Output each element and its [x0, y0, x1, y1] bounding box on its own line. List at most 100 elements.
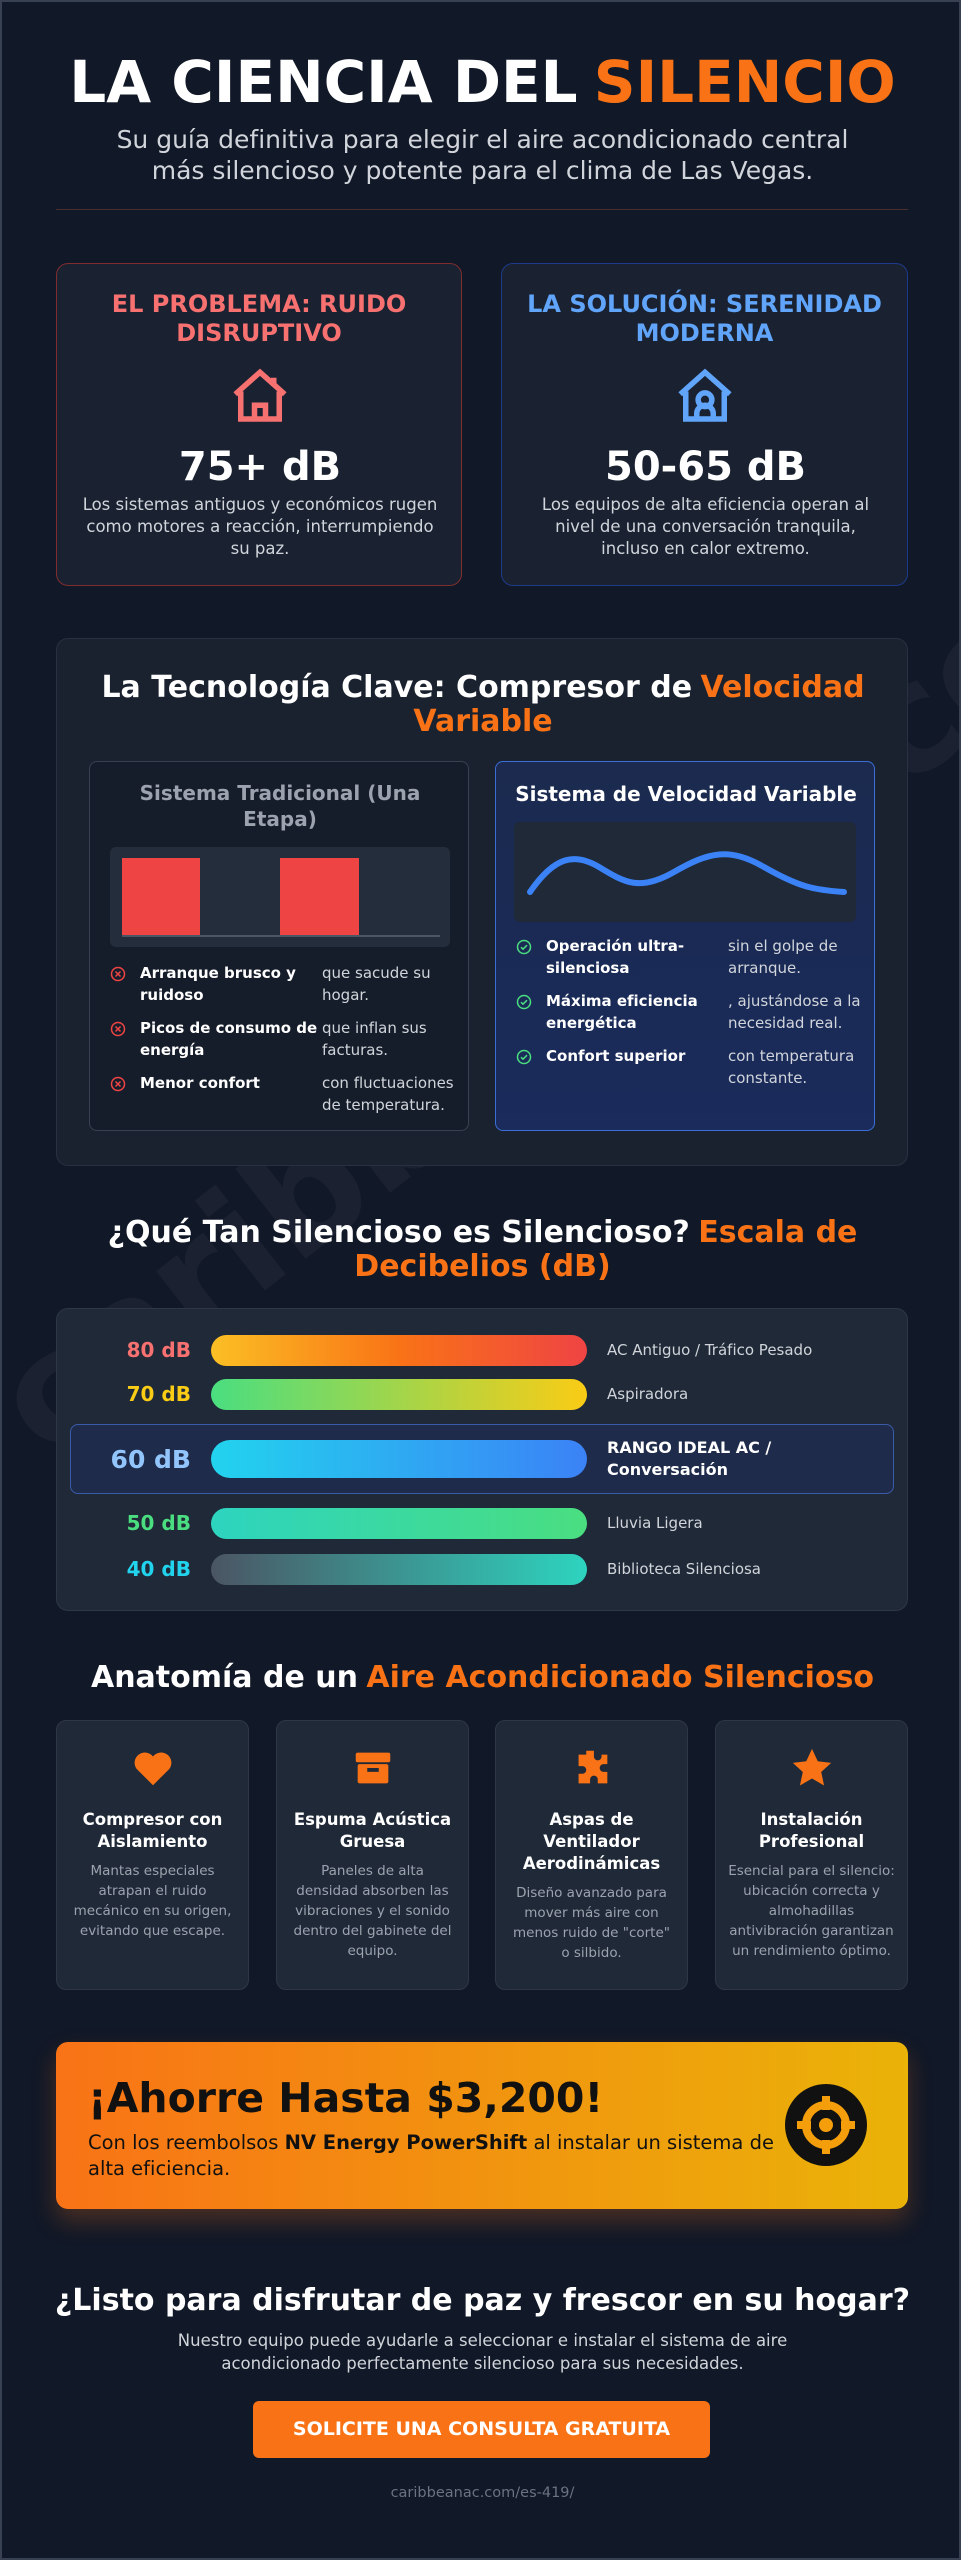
scale-bar — [211, 1440, 587, 1478]
list-item: Confort superior con temperatura constant… — [516, 1045, 866, 1089]
scale-heading-accent: Escala de Decibelios (dB) — [354, 1215, 858, 1284]
icon-x — [110, 1021, 126, 1037]
list-item: Máxima eficiencia energética , ajustándos… — [516, 990, 866, 1034]
list-item: Arranque brusco y ruidoso que sacude su h… — [110, 962, 460, 1006]
footer-url: caribbeanac.com/es-419/ — [390, 2485, 575, 2501]
scale-label: RANGO IDEAL AC / Conversación — [607, 1438, 772, 1479]
item-text: , ajustándose a la necesidad real. — [728, 992, 861, 1032]
item-bold: Picos de consumo de energía — [140, 1019, 318, 1059]
anatomy-icon — [792, 1748, 831, 1786]
anatomy-card: Espuma Acústica Gruesa Paneles de alta de… — [276, 1720, 469, 1990]
item-bold: Menor confort — [140, 1074, 260, 1092]
list-item: Menor confort con fluctuaciones de temper… — [110, 1072, 460, 1116]
item-text: sin el golpe de arranque. — [728, 937, 838, 977]
problem-card: EL PROBLEMA: RUIDO DISRUPTIVO 75+ dB Los… — [56, 263, 462, 586]
anatomy-heading-accent: Aire Acondicionado Silencioso — [366, 1660, 875, 1695]
anatomy-icon — [355, 1752, 390, 1784]
savings-banner: ¡Ahorre Hasta $3,200! Con los reembolsos… — [56, 2042, 908, 2209]
variable-list: Operación ultra-silenciosa sin el golpe d… — [516, 935, 866, 1100]
anatomy-icon — [134, 1752, 171, 1786]
anatomy-title: Aspas de Ventilador Aerodinámicas — [522, 1810, 661, 1873]
subtitle: Su guía definitiva para elegir el aire a… — [116, 125, 849, 185]
scale-level: 80 dB — [126, 1338, 191, 1362]
item-icon — [110, 962, 140, 1006]
scale-row: 60 dB RANGO IDEAL AC / Conversación — [56, 1437, 908, 1481]
traditional-title: Sistema Tradicional (Una Etapa) — [139, 781, 421, 831]
anatomy-text: Diseño avanzado para mover más aire con … — [513, 1885, 670, 1961]
traditional-panel: Sistema Tradicional (Una Etapa) Arranque… — [89, 761, 469, 1131]
anatomy-text: Mantas especiales atrapan el ruido mecán… — [73, 1863, 232, 1939]
anatomy-title: Compresor con Aislamiento — [82, 1810, 223, 1851]
item-text: que sacude su hogar. — [322, 964, 431, 1004]
icon-savings — [785, 2084, 867, 2166]
item-bold: Confort superior — [546, 1047, 686, 1065]
anatomy-heading: Anatomía de un Aire Acondicionado Silenci… — [2, 1660, 959, 1695]
item-icon — [516, 935, 546, 979]
item-bold: Máxima eficiencia energética — [546, 992, 698, 1032]
divider — [56, 209, 908, 210]
scale-bar — [211, 1507, 587, 1539]
item-icon — [110, 1017, 140, 1061]
scale-label: Lluvia Ligera — [607, 1514, 703, 1532]
item-icon — [516, 1045, 546, 1089]
solution-value: 50-65 dB — [605, 444, 806, 490]
savings-text-before: Con los reembolsos — [88, 2131, 279, 2154]
step-baseline — [122, 935, 440, 937]
problem-description: Los sistemas antiguos y económicos rugen… — [82, 495, 438, 558]
scale-label: Biblioteca Silenciosa — [607, 1560, 761, 1578]
scale-level: 40 dB — [126, 1557, 191, 1581]
step-chart — [110, 847, 450, 947]
anatomy-title: Instalación Profesional — [758, 1810, 865, 1851]
item-icon — [516, 990, 546, 1034]
savings-text-bold: NV Energy PowerShift — [284, 2131, 528, 2154]
scale-level: 50 dB — [126, 1511, 191, 1535]
icon-x — [110, 966, 126, 982]
scale-row: 40 dB Biblioteca Silenciosa — [56, 1547, 908, 1591]
cta-text: Nuestro equipo puede ayudarle a seleccio… — [177, 2331, 788, 2373]
scale-level: 60 dB — [110, 1444, 191, 1474]
anatomy-card: Aspas de Ventilador Aerodinámicas Diseño … — [495, 1720, 688, 1990]
item-text: con fluctuaciones de temperatura. — [322, 1074, 454, 1114]
scale-row: 70 dB Aspiradora — [56, 1372, 908, 1416]
scale-bar — [211, 1553, 587, 1585]
anatomy-text: Paneles de alta densidad absorben las vi… — [293, 1863, 452, 1959]
scale-bar — [211, 1334, 587, 1366]
item-bold: Arranque brusco y ruidoso — [140, 964, 296, 1004]
icon-check — [516, 1049, 532, 1065]
savings-text: Con los reembolsos NV Energy PowerShift … — [88, 2130, 778, 2182]
icon-x — [110, 1076, 126, 1092]
scale-bar — [211, 1378, 587, 1410]
scale-row: 50 dB Lluvia Ligera — [56, 1501, 908, 1545]
title-main: LA CIENCIA DEL — [69, 48, 578, 116]
icon-check — [516, 994, 532, 1010]
item-text: que inflan sus facturas. — [322, 1019, 427, 1059]
traditional-list: Arranque brusco y ruidoso que sacude su h… — [110, 962, 460, 1127]
technology-heading-main: La Tecnología Clave: Compresor de — [101, 670, 693, 705]
anatomy-card: Instalación Profesional Esencial para el … — [715, 1720, 908, 1990]
title: LA CIENCIA DEL SILENCIO — [2, 48, 959, 116]
technology-heading-accent: Velocidad Variable — [413, 670, 865, 739]
icon-check — [516, 939, 532, 955]
cta-button[interactable]: SOLICITE UNA CONSULTA GRATUITA — [253, 2401, 710, 2458]
list-item: Operación ultra-silenciosa sin el golpe d… — [516, 935, 866, 979]
step-block — [122, 858, 200, 935]
solution-heading: LA SOLUCIÓN: SERENIDAD MODERNA — [527, 290, 882, 347]
scale-row: 80 dB AC Antiguo / Tráfico Pesado — [56, 1328, 908, 1372]
anatomy-heading-main: Anatomía de un — [90, 1660, 358, 1695]
scale-label: AC Antiguo / Tráfico Pesado — [607, 1341, 813, 1359]
anatomy-card: Compresor con Aislamiento Mantas especial… — [56, 1720, 249, 1990]
anatomy-title: Espuma Acústica Gruesa — [293, 1810, 452, 1851]
wave-chart — [514, 822, 856, 922]
anatomy-icon — [578, 1750, 607, 1784]
anatomy-text: Esencial para el silencio: ubicación cor… — [728, 1863, 895, 1959]
savings-title: ¡Ahorre Hasta $3,200! — [88, 2074, 604, 2122]
problem-heading: EL PROBLEMA: RUIDO DISRUPTIVO — [111, 290, 407, 347]
scale-heading: ¿Qué Tan Silencioso es Silencioso? Escala… — [102, 1216, 863, 1284]
solution-description: Los equipos de alta eficiencia operan al… — [541, 495, 870, 558]
scale-label: Aspiradora — [607, 1385, 689, 1403]
item-icon — [110, 1072, 140, 1116]
icon-house-calm — [678, 368, 732, 422]
scale-level: 70 dB — [126, 1382, 191, 1406]
solution-card: LA SOLUCIÓN: SERENIDAD MODERNA 50-65 dB … — [501, 263, 908, 586]
